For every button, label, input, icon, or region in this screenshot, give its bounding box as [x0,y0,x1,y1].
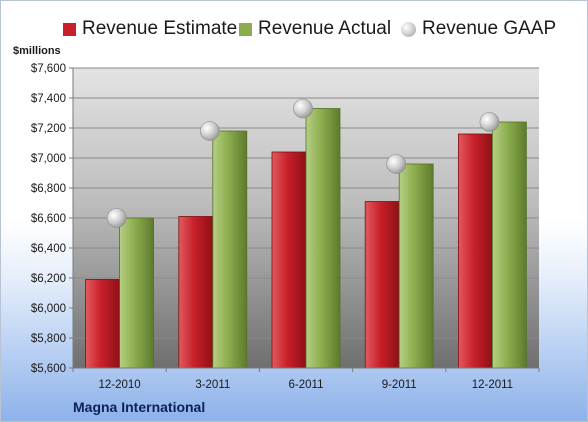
x-tick-label: 6-2011 [289,379,324,391]
marker-revenue-gaap [106,208,127,228]
bar-revenue-estimate [271,151,307,369]
y-tick-label: $7,200 [31,123,66,135]
y-tick-label: $6,200 [31,273,66,285]
y-axis-unit-label: $millions [13,45,61,57]
y-tick-label: $6,400 [31,243,66,255]
y-tick-label: $7,600 [31,63,66,75]
legend-swatch-estimate [63,22,76,36]
legend-swatch-actual [239,22,252,36]
x-tick-label: 9-2011 [382,379,417,391]
bar-revenue-actual [491,121,527,369]
x-tick-label: 3-2011 [195,379,230,391]
y-tick-label: $7,000 [31,153,66,165]
legend-label-actual: Revenue Actual [258,18,392,39]
x-tick-label: 12-2010 [98,379,140,391]
x-tick-label: 12-2011 [472,379,513,391]
chart-legend: Revenue Estimate Revenue Actual Revenue … [1,15,587,43]
bar-revenue-actual [212,130,248,369]
x-axis: 12-2010 3-2011 6-2011 9-2011 12-2011 [72,367,540,391]
bar-revenue-actual [305,108,341,369]
legend-label-gaap: Revenue GAAP [422,18,557,39]
bar-revenue-actual [119,217,154,369]
gaap-markers [106,98,500,228]
y-tick-label: $5,600 [31,363,66,375]
marker-revenue-gaap [479,112,500,132]
y-tick-label: $6,800 [31,183,66,195]
marker-revenue-gaap [386,154,407,174]
legend-item-actual: Revenue Actual [239,15,391,43]
legend-item-estimate: Revenue Estimate [63,15,237,43]
bar-revenue-estimate [457,133,493,369]
y-axis: $5,600 $5,800 $6,000 $6,200 $6,400 $6,600 $6,8… [31,63,74,375]
legend-item-gaap: Revenue GAAP [401,15,556,43]
bar-revenue-estimate [364,201,400,369]
y-tick-label: $5,800 [31,333,66,345]
y-tick-label: $6,000 [31,303,66,315]
bar-revenue-actual [398,163,434,369]
marker-revenue-gaap [293,98,313,119]
company-name: Magna International [73,399,206,415]
bar-series [85,108,527,369]
y-tick-label: $7,400 [31,93,66,105]
legend-label-estimate: Revenue Estimate [82,18,238,39]
legend-marker-gaap [401,21,416,37]
bar-revenue-estimate [178,216,214,369]
bar-revenue-estimate [85,279,120,369]
y-tick-label: $6,600 [31,213,66,225]
marker-revenue-gaap [200,121,220,141]
